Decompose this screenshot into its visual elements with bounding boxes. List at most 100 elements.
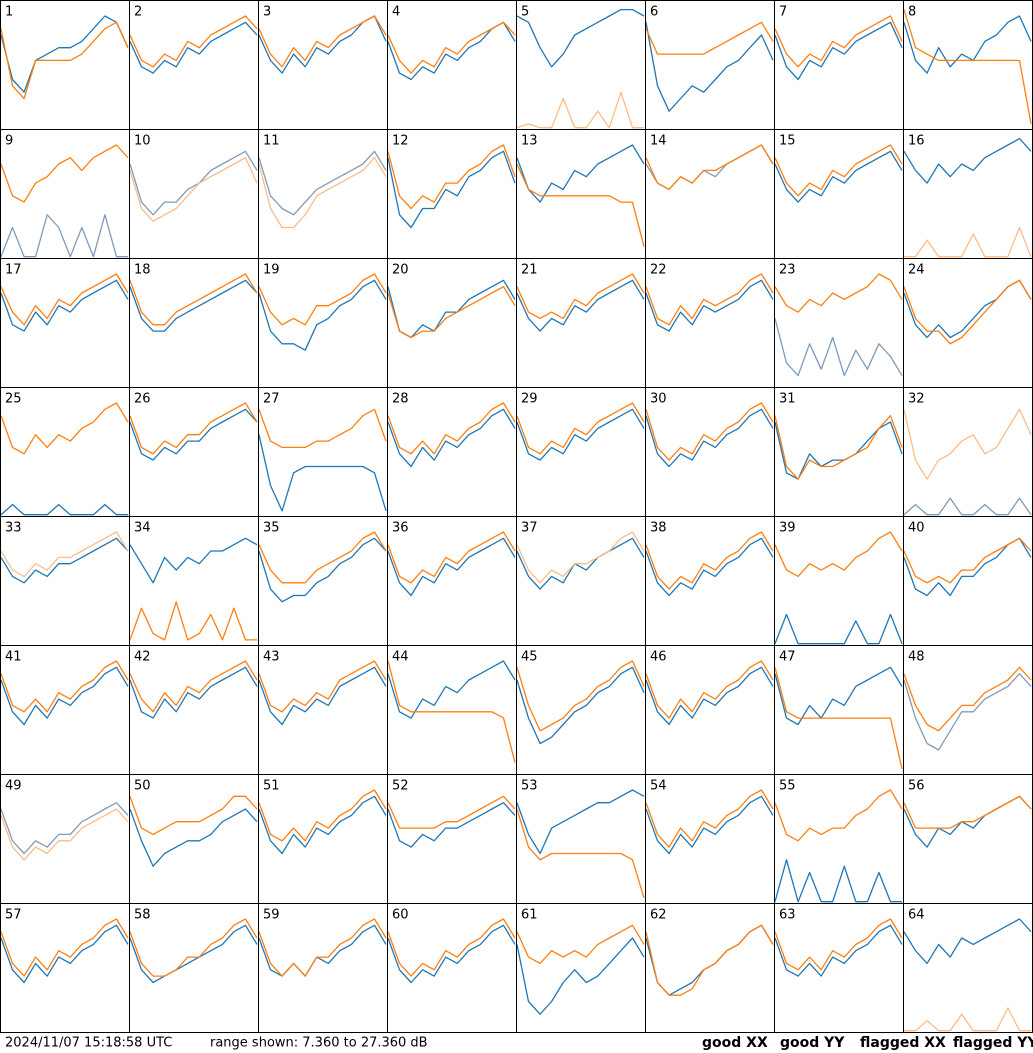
- panel: 47: [774, 645, 904, 775]
- spectrum-trace: [388, 802, 516, 848]
- panel-number: 45: [521, 650, 538, 665]
- panel-frame: [387, 774, 517, 904]
- panel: 63: [774, 903, 904, 1033]
- spectrum-trace: [1, 15, 129, 93]
- panel-frame: [0, 129, 130, 259]
- spectrum-trace: [259, 531, 387, 584]
- panel-frame: [774, 129, 904, 259]
- panel: 2: [129, 0, 259, 130]
- panel-number: 54: [650, 779, 667, 794]
- spectrum-trace: [388, 795, 516, 829]
- panel: 5: [516, 0, 646, 130]
- panel: 36: [387, 516, 517, 646]
- panel-number: 18: [134, 263, 151, 278]
- panel-number: 34: [134, 521, 151, 536]
- spectrum-trace: [775, 21, 903, 81]
- panel-number: 63: [779, 908, 796, 923]
- panel-number: 47: [779, 650, 796, 665]
- spectrum-trace: [1, 144, 129, 203]
- spectrum-trace: [388, 144, 516, 210]
- spectrum-trace: [904, 408, 1032, 480]
- panel: 15: [774, 129, 904, 259]
- panel: 32: [903, 387, 1033, 517]
- spectrum-trace: [259, 434, 387, 512]
- panel-number: 3: [263, 5, 271, 20]
- panel-number: 14: [650, 134, 667, 149]
- panel-frame: [516, 0, 646, 130]
- spectrum-trace: [775, 859, 902, 903]
- panel-number: 32: [908, 392, 925, 407]
- spectrum-trace: [1, 537, 129, 584]
- panel: 42: [129, 645, 259, 775]
- panel: 41: [0, 645, 130, 775]
- spectrum-trace: [775, 318, 903, 377]
- spectrum-trace: [646, 789, 774, 848]
- spectrum-trace: [775, 789, 903, 842]
- spectrum-trace: [1, 21, 129, 100]
- panel-number: 39: [779, 521, 796, 536]
- spectrum-trace: [517, 537, 645, 590]
- spectrum-trace: [517, 144, 645, 203]
- panel: 62: [645, 903, 775, 1033]
- panel-frame: [774, 387, 904, 517]
- panel-frame: [903, 774, 1033, 904]
- panel: 11: [258, 129, 388, 259]
- spectrum-trace: [904, 1007, 1031, 1032]
- spectrum-trace: [130, 808, 258, 867]
- panel-frame: [645, 903, 775, 1033]
- panel-number: 36: [392, 521, 409, 536]
- spectrum-trace: [259, 279, 387, 351]
- spectrum-trace: [904, 226, 1032, 258]
- spectrum-trace: [904, 918, 1032, 965]
- panel: 50: [129, 774, 259, 904]
- spectrum-trace: [1, 503, 128, 516]
- spectrum-trace: [259, 924, 387, 977]
- legend-entry: good YY: [780, 1035, 845, 1051]
- spectrum-trace: [517, 531, 645, 584]
- spectrum-trace: [646, 408, 774, 468]
- spectrum-trace: [1, 214, 128, 258]
- panel-number: 52: [392, 779, 409, 794]
- spectrum-trace: [259, 157, 387, 229]
- spectrum-trace: [388, 21, 516, 74]
- panel: 9: [0, 129, 130, 259]
- spectrum-trace: [259, 15, 387, 68]
- spectrum-trace: [646, 144, 774, 191]
- spectrum-trace: [130, 150, 258, 216]
- spectrum-trace: [130, 601, 257, 641]
- spectrum-trace: [388, 531, 516, 584]
- spectrum-trace: [130, 660, 258, 713]
- spectrum-trace: [646, 273, 774, 326]
- panel-frame: [903, 387, 1033, 517]
- panel-frame: [129, 129, 259, 259]
- panel-number: 41: [5, 650, 22, 665]
- panel: 49: [0, 774, 130, 904]
- panel-frame: [516, 903, 646, 1033]
- panel-frame: [774, 645, 904, 775]
- spectrum-trace: [130, 537, 258, 584]
- panel-number: 13: [521, 134, 538, 149]
- panel: 34: [129, 516, 259, 646]
- spectrum-trace: [646, 795, 774, 855]
- spectrum-trace: [388, 537, 516, 597]
- panel-number: 43: [263, 650, 280, 665]
- panel-number: 22: [650, 263, 667, 278]
- panel: 24: [903, 258, 1033, 388]
- spectrum-trace: [259, 660, 387, 713]
- legend-entry: flagged YY: [953, 1035, 1033, 1051]
- panel-frame: [129, 774, 259, 904]
- spectrum-trace: [775, 613, 903, 645]
- panel: 53: [516, 774, 646, 904]
- spectrum-trace: [1, 273, 129, 326]
- spectrum-trace: [646, 402, 774, 461]
- panel-number: 48: [908, 650, 925, 665]
- spectrum-trace: [775, 421, 903, 480]
- panel-number: 16: [908, 134, 925, 149]
- panel: 14: [645, 129, 775, 259]
- spectrum-trace: [130, 279, 258, 332]
- spectrum-trace: [259, 537, 387, 603]
- spectrum-trace: [388, 918, 516, 977]
- panel: 26: [129, 387, 259, 517]
